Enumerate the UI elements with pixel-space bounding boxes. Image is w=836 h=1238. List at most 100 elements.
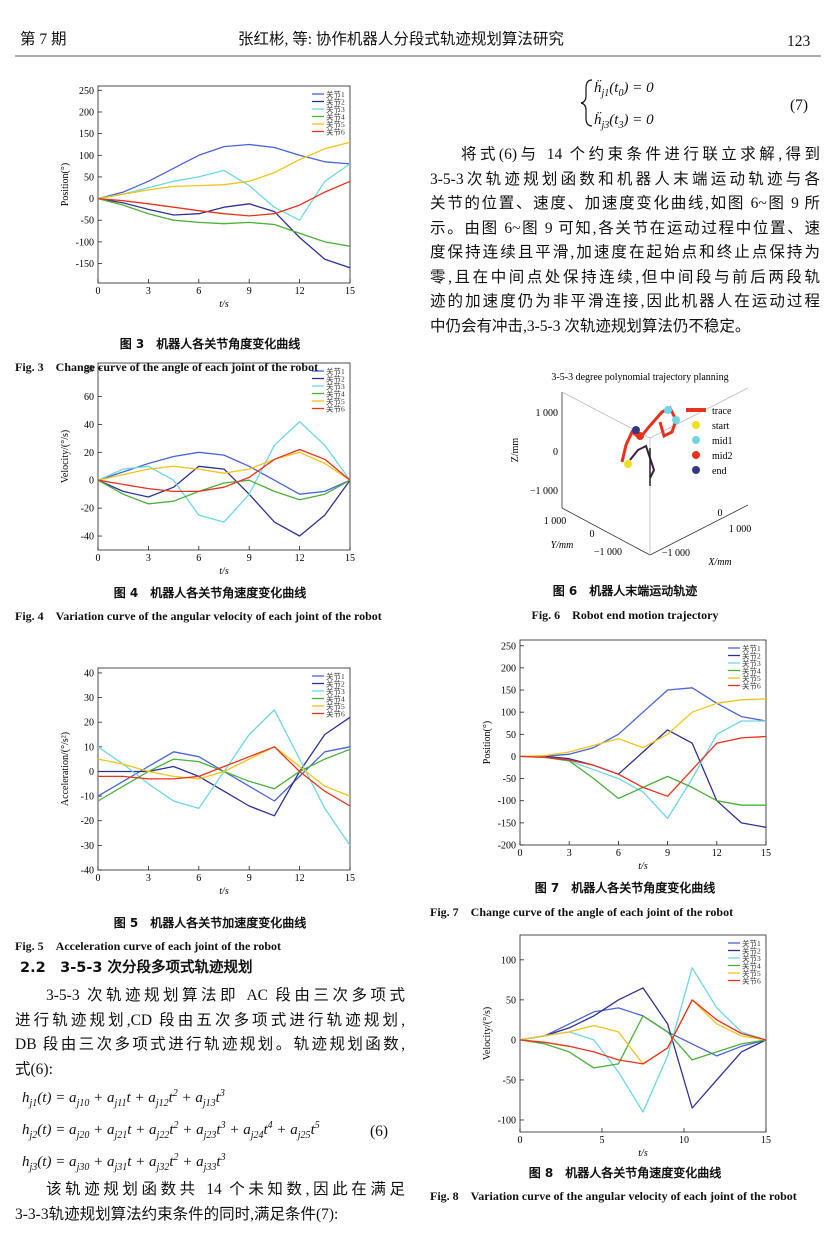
equation-part: j21 xyxy=(114,1130,128,1141)
y-tick-label: -10 xyxy=(81,792,94,803)
x-tick-label: 10 xyxy=(679,1135,689,1146)
y-tick-label: -40 xyxy=(81,532,94,543)
equation-part: j20 xyxy=(76,1130,90,1141)
series-line xyxy=(97,451,351,481)
x-tick-label: 15 xyxy=(345,553,355,564)
figure-caption-en: Fig. 8 Variation curve of the angular ve… xyxy=(430,1189,797,1203)
series-line xyxy=(97,448,351,493)
y-tick-label: -20 xyxy=(81,504,94,515)
y-tick-label: 50 xyxy=(506,995,516,1006)
y-tick-label: 0 xyxy=(590,529,595,540)
series-line xyxy=(97,163,351,221)
equation-part: h xyxy=(22,1122,30,1138)
brace xyxy=(580,79,593,127)
figure-caption-en: Fig. 4 Variation curve of the angular ve… xyxy=(15,609,382,623)
legend-label: 关节2 xyxy=(742,946,761,956)
figure-caption-en: Fig. 5 Acceleration curve of each joint … xyxy=(15,939,282,953)
equation-part: ) = 0 xyxy=(623,80,654,96)
x-tick-label: 6 xyxy=(196,286,201,297)
legend-label: 关节3 xyxy=(326,381,345,391)
series-line xyxy=(519,735,767,797)
x-tick-label: 6 xyxy=(616,848,621,859)
y-tick-label: 60 xyxy=(84,392,94,403)
x-axis-label: t/s xyxy=(219,886,229,897)
legend-label: 关节2 xyxy=(326,97,345,107)
legend-label: 关节1 xyxy=(326,89,345,99)
legend-label: 关节2 xyxy=(326,679,345,689)
figure6-title: 3-5-3 degree polynomial trajectory plann… xyxy=(551,372,728,383)
x-tick-label: 0 xyxy=(96,553,101,564)
x-axis-label: t/s xyxy=(219,566,229,577)
equation: ḧj3(t3) = 0 xyxy=(594,112,654,131)
equation-part: t xyxy=(215,1090,220,1106)
equation-part: j32 xyxy=(156,1162,170,1173)
legend-label: 关节4 xyxy=(326,112,345,122)
trajectory xyxy=(620,405,680,486)
equation-part: (t) = a xyxy=(37,1154,77,1170)
series-line xyxy=(97,479,351,505)
section-heading: 2.2 3-5-3 次分段多项式轨迹规划 xyxy=(20,960,253,976)
legend-label: 关节5 xyxy=(326,701,345,711)
legend-label: trace xyxy=(712,406,732,417)
y-tick-label: -50 xyxy=(503,774,516,785)
text-line: 将式(6)与 14 个约束条件进行联立求解,得到 xyxy=(461,146,820,163)
axis-label: Z/mm xyxy=(510,438,521,463)
y-tick-label: 100 xyxy=(79,151,94,162)
legend-label: 关节4 xyxy=(326,694,345,704)
legend-label: start xyxy=(712,421,729,432)
x-tick-label: 0 xyxy=(718,508,723,519)
y-tick-label: 10 xyxy=(84,742,94,753)
series-line xyxy=(519,720,766,820)
x-tick-label: 0 xyxy=(518,848,523,859)
equation-number: (7) xyxy=(790,97,809,114)
legend-label: 关节6 xyxy=(326,404,345,414)
equation-part: j3 xyxy=(29,1162,38,1173)
legend-label: 关节3 xyxy=(742,658,761,668)
equation: ḧj1(t0) = 0 xyxy=(594,80,654,99)
equation: hj2(t) = aj20 + aj21t + aj22t2 + aj23t3 … xyxy=(22,1120,320,1141)
equation-part: 3 xyxy=(220,1152,226,1163)
x-tick-label: 9 xyxy=(247,873,252,884)
equation-part: 5 xyxy=(314,1120,320,1131)
x-tick-label: 15 xyxy=(345,873,355,884)
equation-part: t xyxy=(310,1122,315,1138)
equation-part: j22 xyxy=(156,1130,170,1141)
legend-label: end xyxy=(712,466,726,477)
figure-caption: 图 8 机器人各关节角速度变化曲线 xyxy=(528,1166,722,1180)
y-tick-label: 100 xyxy=(501,708,516,719)
issue: 第 7 期 xyxy=(20,31,67,48)
figure-caption-en: Fig. 3 Change curve of the angle of each… xyxy=(15,360,319,374)
plot-frame xyxy=(97,667,351,871)
legend-label: 关节5 xyxy=(742,673,761,683)
series-line xyxy=(97,465,351,537)
x-tick-label: 15 xyxy=(761,1135,771,1146)
x-tick-label: 6 xyxy=(196,873,201,884)
text-line: 3-5-3 次轨迹规划算法即 AC 段由三次多项式 xyxy=(46,987,405,1004)
equation-part: (t) = a xyxy=(37,1090,77,1106)
equation-part: (t xyxy=(609,80,619,96)
text-line: 关节的位置、速度、加速度变化曲线,如图 6~图 9 所 xyxy=(430,195,820,212)
series-line xyxy=(519,967,767,1113)
series-line xyxy=(519,698,767,758)
equation-part: j31 xyxy=(114,1162,128,1173)
figure-caption-en: Fig. 6 Robot end motion trajectory xyxy=(531,608,719,622)
series-line xyxy=(519,755,766,806)
equation-part: t + a xyxy=(127,1154,157,1170)
equation: hj1(t) = aj10 + aj11t + aj12t2 + aj13t3 xyxy=(22,1088,225,1109)
legend-label: 关节1 xyxy=(742,938,761,948)
equation-part: + a xyxy=(89,1090,115,1106)
legend-label: 关节3 xyxy=(326,686,345,696)
legend-label: 关节2 xyxy=(326,374,345,384)
x-tick-label: 12 xyxy=(295,873,305,884)
y-tick-label: 20 xyxy=(84,448,94,459)
axis-label: X/mm xyxy=(707,557,731,568)
text-line: 零,且在中间点处保持连续,但中间段与前后两段轨 xyxy=(430,268,820,286)
y-tick-label: 200 xyxy=(79,107,94,118)
plot-frame xyxy=(519,639,767,846)
y-tick-label: 0 xyxy=(511,1035,516,1046)
legend-label: 关节6 xyxy=(742,681,761,691)
y-axis-label: Position(°) xyxy=(482,721,493,764)
y-tick-label: 30 xyxy=(84,693,94,704)
equation-part: 2 xyxy=(173,1120,179,1131)
